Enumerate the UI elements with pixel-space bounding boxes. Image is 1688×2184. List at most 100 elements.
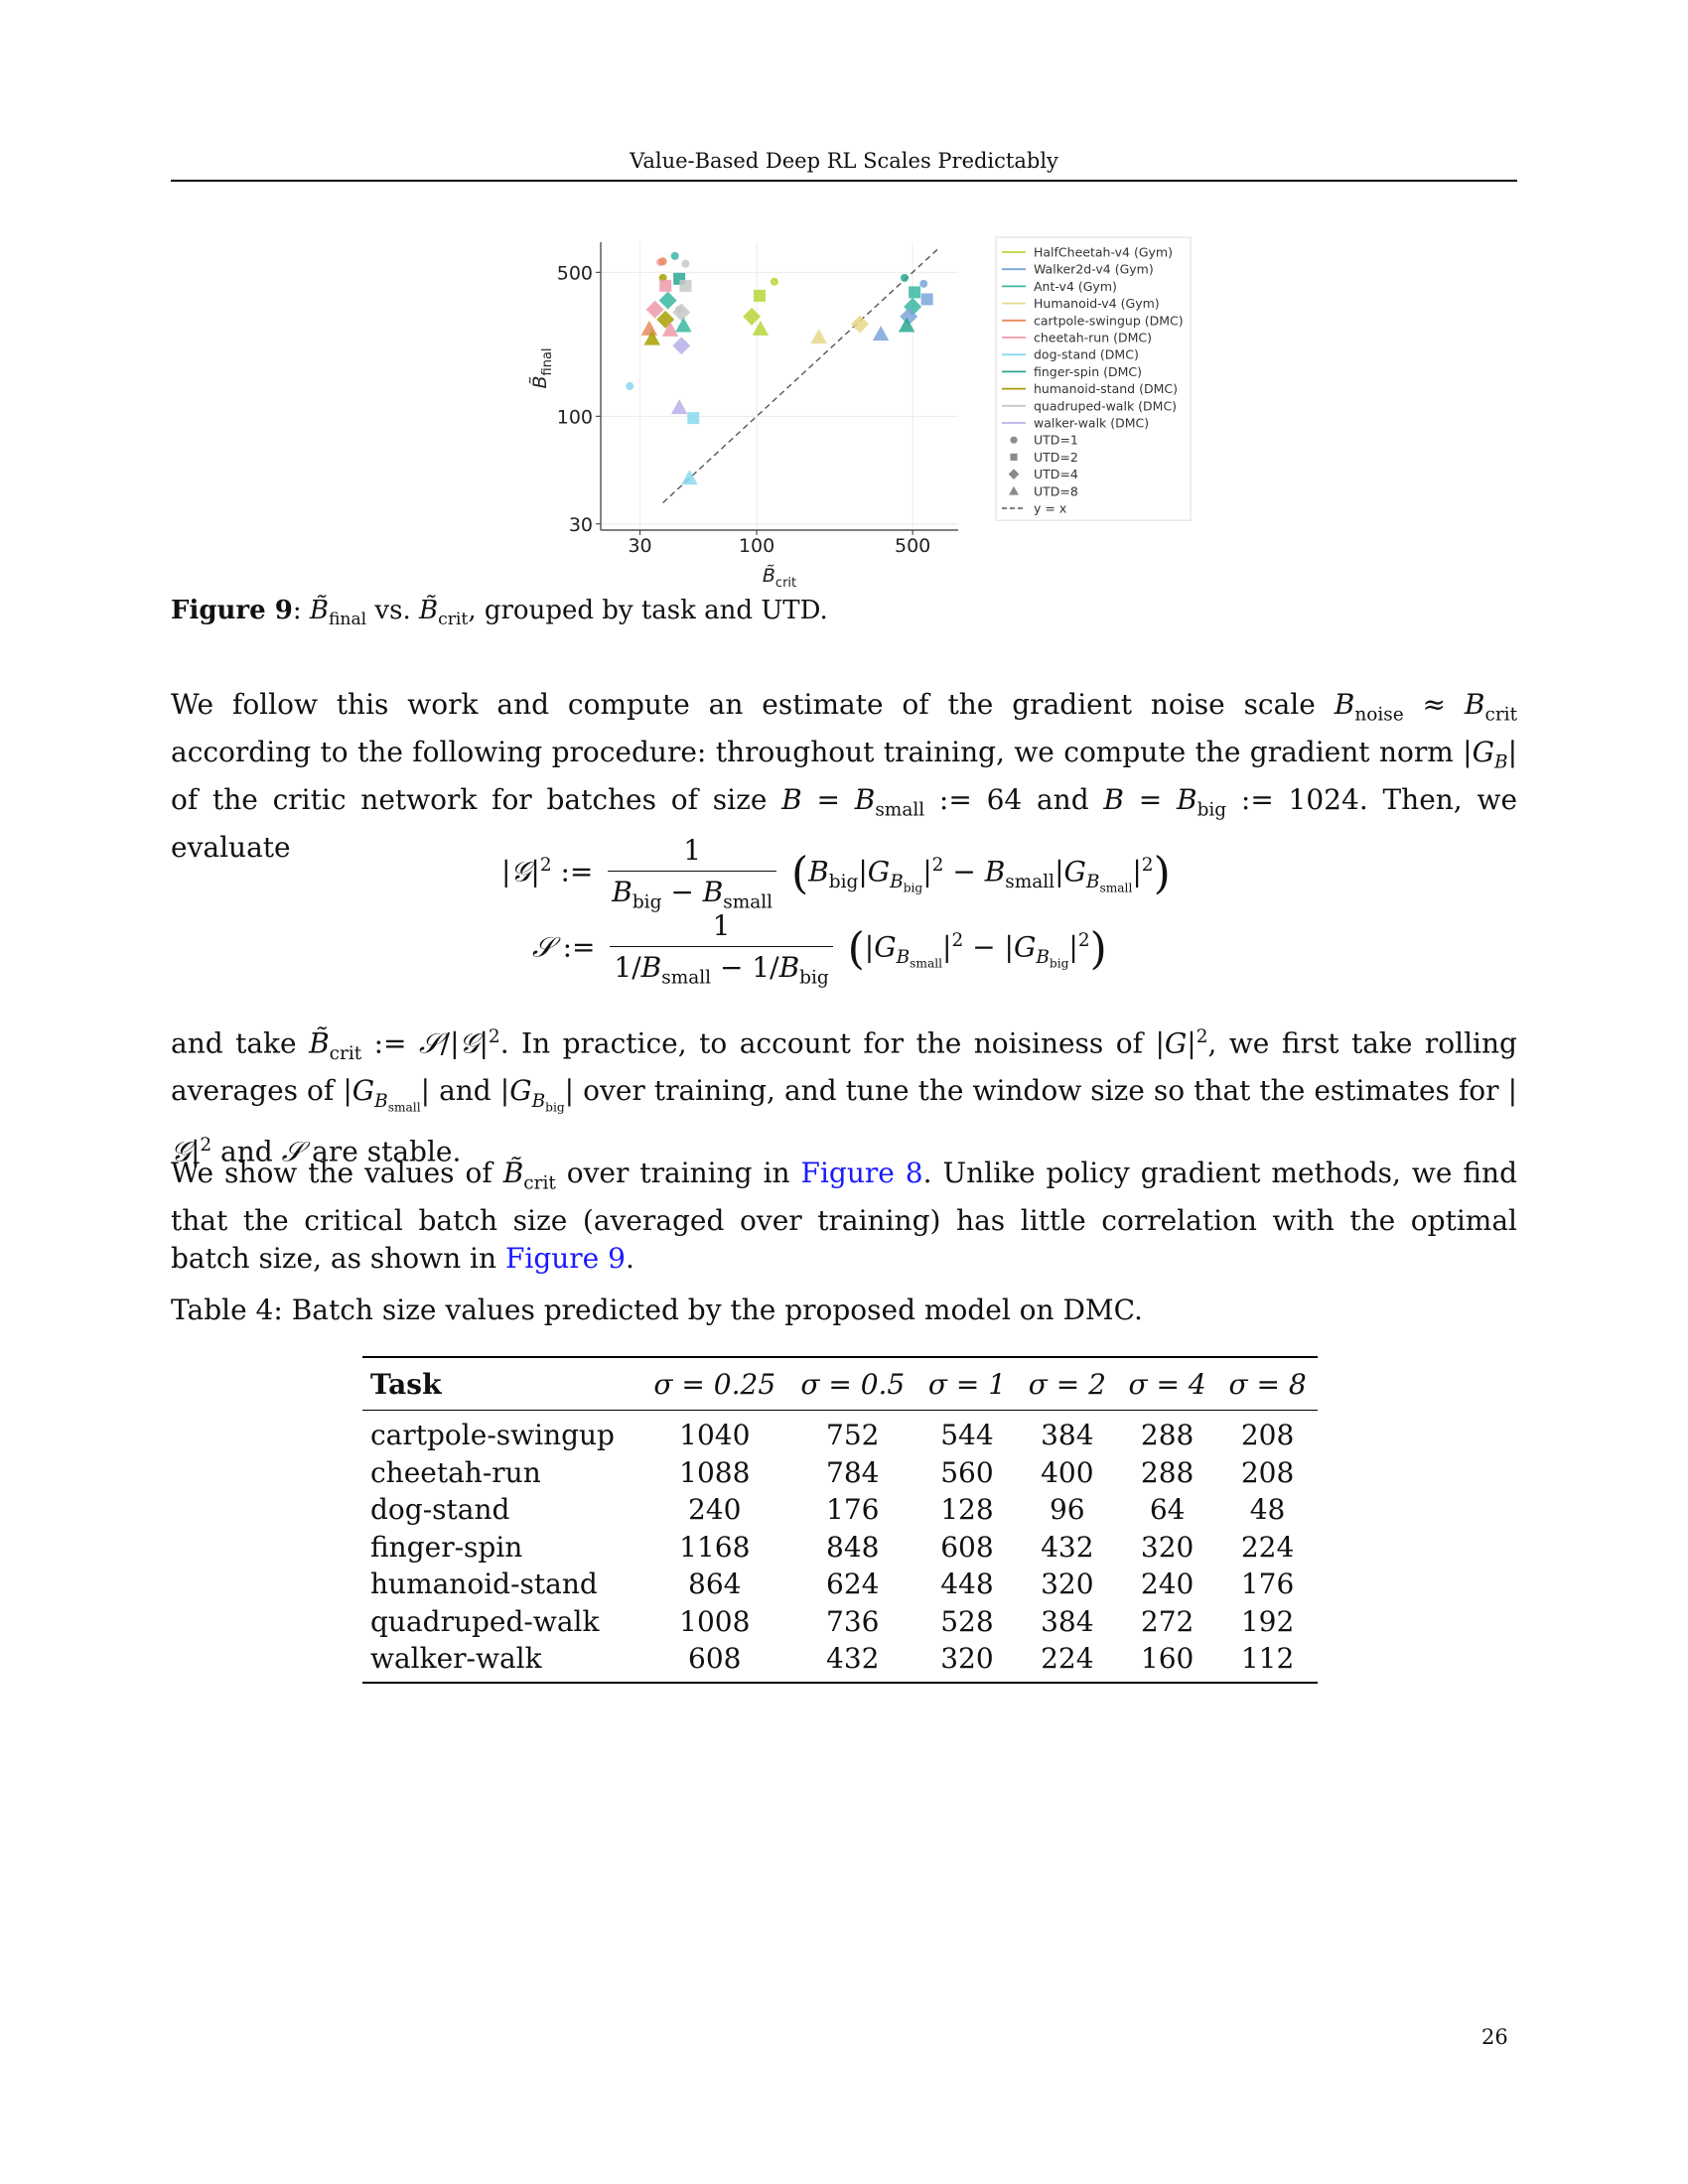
data-point [850, 315, 869, 334]
x-tick-label: 100 [739, 535, 774, 557]
value-cell: 864 [688, 1568, 742, 1601]
data-point [643, 330, 661, 345]
paragraph-2: and take B̃crit := 𝒮/|𝒢|2. In practice, … [171, 1026, 1518, 1168]
data-point [920, 293, 933, 306]
value-cell: 192 [1240, 1604, 1295, 1638]
data-point [872, 326, 890, 341]
task-cell: quadruped-walk [370, 1604, 600, 1638]
value-cell: 624 [826, 1568, 880, 1601]
table-row: finger-spin 1168 848 608 432 320 224 [362, 1529, 1318, 1567]
task-cell: finger-spin [370, 1530, 523, 1564]
legend-label: UTD=1 [1034, 433, 1078, 448]
value-cell: 240 [1140, 1568, 1195, 1601]
data-point [900, 307, 918, 326]
legend-label: y = x [1034, 501, 1066, 516]
data-point [670, 399, 688, 415]
value-cell: 384 [1041, 1419, 1094, 1452]
value-cell: 384 [1041, 1604, 1094, 1638]
y-tick-label: 30 [569, 514, 593, 536]
value-cell: 320 [1041, 1568, 1094, 1601]
data-point [658, 273, 667, 282]
task-cell: humanoid-stand [370, 1568, 598, 1601]
figure-caption: Figure 9: B̃final vs. B̃crit, grouped by… [171, 596, 828, 630]
data-point [743, 307, 762, 326]
legend-label: cartpole-swingup (DMC) [1034, 313, 1184, 328]
y-tick-label: 500 [557, 262, 593, 284]
data-point [919, 279, 928, 288]
data-point [752, 320, 770, 336]
equation-G: |𝒢|2 := 1 Bbig − Bsmall (Bbig|GBbig|2 − B… [501, 834, 1171, 913]
legend-marker [1010, 436, 1018, 444]
legend-label: dog-stand (DMC) [1034, 347, 1139, 362]
legend-label: quadruped-walk (DMC) [1034, 398, 1177, 413]
plot-area: 30 100 500 30 100 500 B̃crit B̃final [529, 242, 958, 591]
data-point [658, 257, 667, 266]
value-cell: 848 [826, 1530, 880, 1564]
figure-8-link[interactable]: Figure 8 [800, 1157, 923, 1189]
legend-label: Humanoid-v4 (Gym) [1034, 296, 1160, 311]
figure-label: Figure 9 [171, 596, 293, 625]
data-point [810, 329, 827, 344]
header-sigma: σ = 1 [916, 1356, 1018, 1411]
y-tick-label: 100 [557, 406, 593, 428]
running-head: Value-Based Deep RL Scales Predictably [630, 149, 1058, 173]
value-cell: 432 [788, 1640, 917, 1684]
batch-size-table: Task σ = 0.25 σ = 0.5 σ = 1 σ = 2 σ = 4 … [362, 1356, 1318, 1684]
data-point [640, 320, 658, 336]
value-cell: 1088 [679, 1455, 751, 1489]
value-cell: 1168 [679, 1530, 751, 1564]
paragraph-1: We follow this work and compute an estim… [171, 688, 1518, 865]
data-point [679, 279, 692, 292]
value-cell: 176 [1240, 1568, 1295, 1601]
scatter-figure: 30 100 500 30 100 500 B̃crit B̃final HalfCheeta… [529, 236, 1192, 591]
table-caption: Table 4: Batch size values predicted by … [171, 1294, 1143, 1326]
paragraph-3: We show the values of B̃crit over traini… [171, 1157, 1518, 1275]
task-cell: dog-stand [370, 1493, 510, 1527]
data-point [687, 412, 700, 425]
header-sigma: σ = 2 [1017, 1356, 1118, 1411]
data-point [659, 279, 672, 292]
legend-box [995, 236, 1192, 521]
table-header-row: Task σ = 0.25 σ = 0.5 σ = 1 σ = 2 σ = 4 … [362, 1356, 1318, 1411]
value-cell: 64 [1149, 1493, 1186, 1527]
value-cell: 544 [940, 1419, 994, 1452]
task-cell: cartpole-swingup [370, 1419, 615, 1452]
data-point [645, 300, 664, 319]
legend-marker [1009, 485, 1019, 495]
value-cell: 208 [1240, 1419, 1295, 1452]
header-sigma: σ = 0.25 [640, 1356, 789, 1411]
value-cell: 560 [940, 1455, 994, 1489]
data-point [681, 470, 698, 485]
data-point [898, 317, 915, 333]
value-cell: 272 [1140, 1604, 1195, 1638]
value-cell: 48 [1249, 1493, 1286, 1527]
legend-label: finger-spin (DMC) [1034, 364, 1142, 379]
value-cell: 320 [1140, 1530, 1195, 1564]
value-cell: 784 [826, 1455, 880, 1489]
value-cell: 96 [1049, 1493, 1085, 1527]
legend-marker [1010, 453, 1018, 461]
legend-label: Ant-v4 (Gym) [1034, 279, 1117, 294]
value-cell: 288 [1140, 1419, 1195, 1452]
value-cell: 288 [1140, 1455, 1195, 1489]
legend-label: UTD=4 [1034, 467, 1078, 481]
data-point [658, 291, 677, 310]
value-cell: 608 [640, 1640, 789, 1684]
legend: HalfCheetah-v4 (Gym) Walker2d-v4 (Gym) Ant… [995, 236, 1192, 521]
value-cell: 752 [826, 1419, 880, 1452]
data-point [909, 286, 921, 299]
x-tick-label: 500 [895, 535, 930, 557]
data-point [770, 277, 778, 286]
reference-line-y-equals-x [662, 248, 939, 504]
task-cell: cheetah-run [370, 1455, 541, 1489]
legend-label: humanoid-stand (DMC) [1034, 381, 1178, 396]
figure-9-link[interactable]: Figure 9 [504, 1241, 626, 1275]
value-cell: 448 [940, 1568, 994, 1601]
table-row: walker-walk 608 432 320 224 160 112 [362, 1640, 1318, 1684]
value-cell: 400 [1041, 1455, 1094, 1489]
legend-label: HalfCheetah-v4 (Gym) [1034, 245, 1173, 260]
legend-label: Walker2d-v4 (Gym) [1034, 262, 1154, 277]
data-point [626, 382, 634, 390]
data-point [661, 321, 679, 337]
header-rule [171, 180, 1517, 182]
